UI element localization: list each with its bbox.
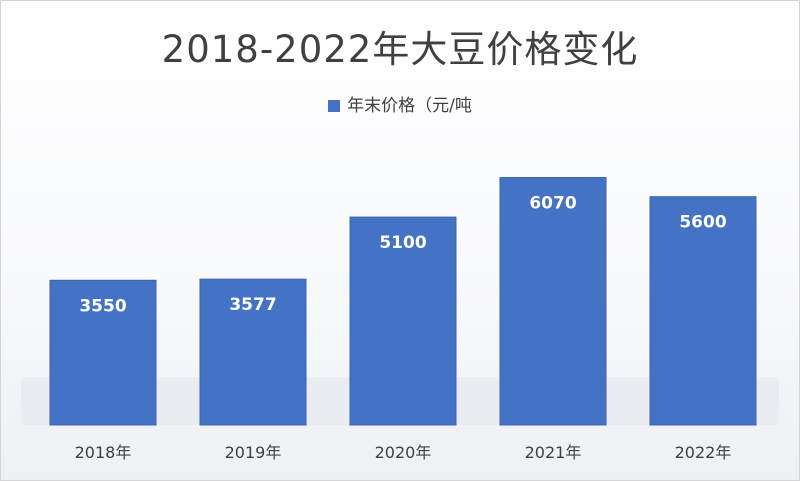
bar-4 (649, 196, 757, 426)
chart-legend: 年末价格（元/吨 (1, 91, 799, 116)
bar-2 (349, 216, 457, 426)
bar-3 (499, 177, 607, 426)
data-label-2: 5100 (379, 233, 426, 253)
chart-title: 2018-2022年大豆价格变化 (161, 28, 639, 71)
legend-swatch (328, 100, 341, 112)
x-tick-label-2: 2020年 (375, 443, 432, 462)
data-label-1: 3577 (229, 295, 276, 315)
data-label-0: 3550 (79, 296, 126, 316)
x-tick-label-3: 2021年 (525, 443, 582, 462)
legend-label: 年末价格（元/吨 (347, 96, 472, 116)
data-label-3: 6070 (529, 194, 576, 214)
data-label-4: 5600 (679, 213, 726, 233)
x-tick-label-4: 2022年 (675, 443, 732, 462)
bar-1 (199, 278, 307, 426)
x-tick-label-0: 2018年 (75, 443, 132, 462)
bar-0 (49, 279, 157, 426)
x-tick-label-1: 2019年 (225, 443, 282, 462)
